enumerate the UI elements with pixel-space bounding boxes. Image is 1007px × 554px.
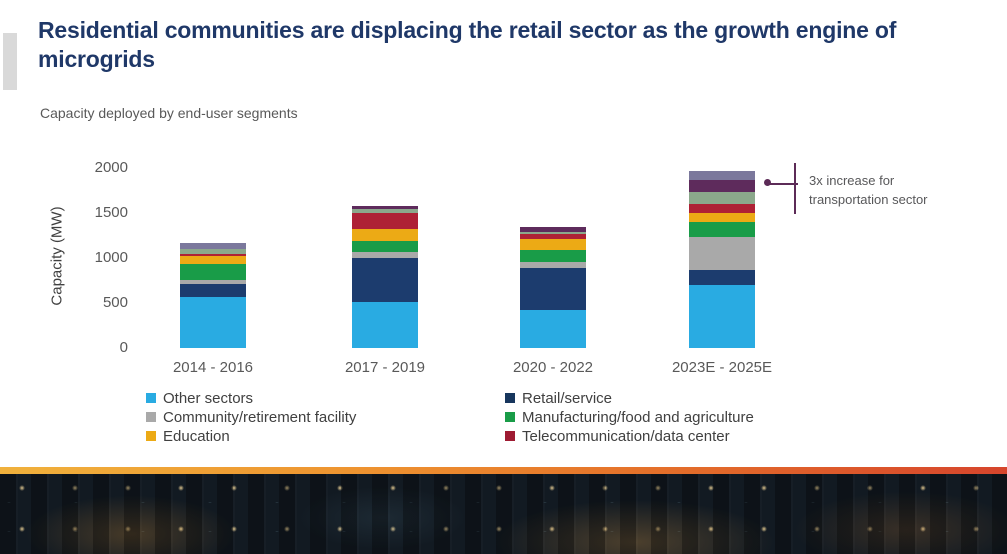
legend-label-other-sectors: Other sectors [163,389,254,407]
legend-item-telecommunication-data-center: Telecommunication/data center [505,427,730,445]
bar-segment-education [689,213,755,222]
x-label-2017-2019: 2017 - 2019 [344,359,426,376]
legend-label-telecommunication-data-center: Telecommunication/data center [522,427,730,445]
bar-segment-manufacturing-food-and-agriculture [180,263,246,280]
bar-2014-2016 [180,242,246,348]
bar-2023e-2025e [689,170,755,348]
legend-label-education: Education [163,427,230,445]
bar-2020-2022 [520,227,586,348]
legend-swatch-education [146,431,156,441]
bar-segment-manufacturing-food-and-agriculture [352,241,418,253]
annotation-text-line1: 3x increase for [809,173,895,188]
slide-title: Residential communities are displacing t… [38,17,897,72]
footer-cityscape-image [0,474,1007,554]
y-tick-1500: 1500 [94,204,128,221]
bar-segment-other-sectors [689,284,755,348]
bar-segment-other-sectors [180,296,246,348]
legend-item-retail-service: Retail/service [505,389,612,407]
legend-swatch-other-sectors [146,393,156,403]
bar-segment-unlabeled-gray-green-segment [180,248,246,254]
y-tick-500: 500 [102,294,128,311]
bar-segment-telecommunication-data-center [520,234,586,240]
bar-segment-unlabeled-purple-gray-segment [689,170,755,181]
bar-2017-2019 [352,206,418,348]
annotation-bracket-line [794,163,796,214]
bar-segment-community-retirement-facility [689,236,755,271]
y-tick-0: 0 [119,339,128,356]
bar-segment-retail-service [689,270,755,285]
bar-segment-telecommunication-data-center [352,213,418,229]
bar-segment-community-retirement-facility [180,279,246,285]
legend-swatch-retail-service [505,393,515,403]
legend-swatch-community-retirement-facility [146,412,156,422]
bar-segment-retail-service [180,284,246,297]
footer-gradient-stripe [0,467,1007,474]
bar-segment-unlabeled-purple-gray-segment [180,242,246,249]
legend-label-manufacturing-food-and-agriculture: Manufacturing/food and agriculture [522,408,754,426]
bar-segment-other-sectors [352,302,418,348]
legend-label-retail-service: Retail/service [522,389,613,407]
bar-segment-education [520,239,586,250]
bar-segment-unlabeled-gray-green-segment [689,191,755,204]
bar-segment-telecommunication-data-center [180,253,246,257]
y-tick-2000: 2000 [94,159,128,176]
legend-swatch-telecommunication-data-center [505,431,515,441]
legend-item-other-sectors: Other sectors [146,389,253,407]
bar-segment-manufacturing-food-and-agriculture [689,221,755,237]
x-label-2023e-2025e: 2023E - 2025E [671,359,773,376]
footer-banner: MICROGRID KNOWLEDGE 2023 CONFERENCE May … [0,467,1007,554]
annotation-connector-line [768,183,798,185]
annotation-dot [764,179,771,186]
bar-segment-other-sectors [520,310,586,348]
left-edge-artifact [3,33,17,90]
bar-segment-education [352,228,418,242]
legend-swatch-manufacturing-food-and-agriculture [505,412,515,422]
bar-segment-retail-service [520,268,586,311]
legend-label-community-retirement-facility: Community/retirement facility [163,408,357,426]
bar-segment-community-retirement-facility [352,252,418,258]
bar-segment-transportation-segment-annotated [520,227,586,232]
bar-segment-telecommunication-data-center [689,203,755,214]
bar-segment-unlabeled-gray-green-segment [520,231,586,235]
legend-item-manufacturing-food-and-agriculture: Manufacturing/food and agriculture [505,408,754,426]
legend-item-community-retirement-facility: Community/retirement facility [146,408,356,426]
bar-segment-transportation-segment-annotated [352,206,418,209]
y-axis-title: Capacity (MW) [48,206,66,306]
bar-segment-manufacturing-food-and-agriculture [520,249,586,262]
legend-item-education: Education [146,427,230,445]
bar-segment-education [180,256,246,264]
annotation-text-line2: transportation sector [809,192,928,207]
y-tick-1000: 1000 [94,249,128,266]
bar-segment-unlabeled-gray-green-segment [352,208,418,214]
x-label-2014-2016: 2014 - 2016 [172,359,254,376]
bar-segment-retail-service [352,257,418,303]
slide-subtitle: Capacity deployed by end-user segments [40,105,298,121]
x-label-2020-2022: 2020 - 2022 [512,359,594,376]
bar-segment-transportation-segment-annotated [689,180,755,192]
bar-segment-community-retirement-facility [520,261,586,269]
